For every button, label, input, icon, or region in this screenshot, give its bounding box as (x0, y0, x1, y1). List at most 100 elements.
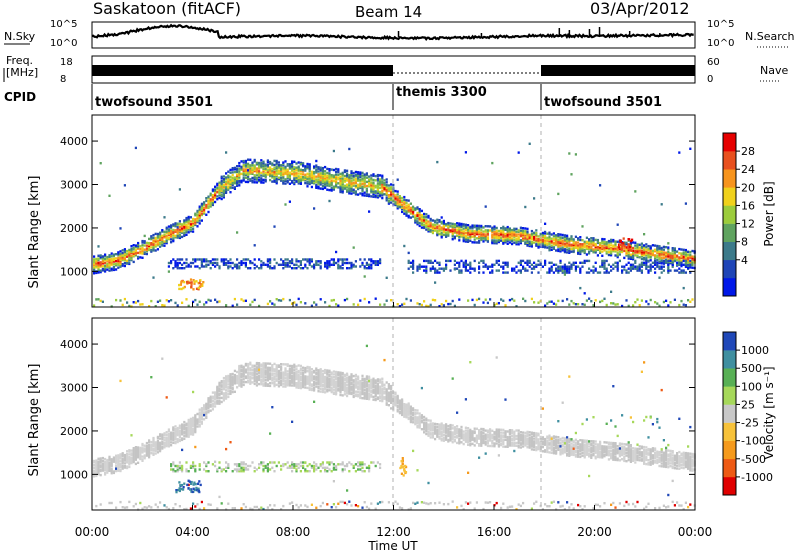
power-cell-1074 (286, 176, 289, 180)
power-cell-914 (262, 178, 265, 182)
power-cell-1497 (346, 169, 349, 172)
power-cell-1376 (328, 265, 331, 268)
power-cell-2760 (563, 248, 566, 251)
velocity-cell-1004 (269, 377, 272, 381)
power-cell-1822 (398, 206, 401, 209)
power-cell-1040 (282, 180, 285, 184)
velocity-cell-418 (178, 438, 181, 441)
power-cell-1141 (295, 169, 298, 172)
velocity-cell-161 (126, 454, 129, 457)
power-cell-2749 (561, 240, 564, 244)
power-cell-2930 (592, 249, 595, 253)
power-cell-1045 (282, 172, 285, 175)
power-cell-204 (134, 301, 137, 304)
velocity-cell-810 (240, 366, 243, 369)
power-cell-2729 (559, 250, 562, 253)
power-cell-3238 (647, 254, 650, 257)
power-cell-934 (264, 167, 267, 170)
velocity-cell-252 (145, 447, 148, 450)
power-cell-439 (185, 225, 188, 228)
power-cell-1484 (343, 258, 346, 261)
power-cell-911 (260, 263, 263, 266)
power-cell-154 (123, 250, 126, 254)
power-cell-341 (167, 261, 170, 265)
power-cell-874 (255, 177, 258, 180)
power-cell-2455 (511, 231, 514, 235)
velocity-cell-175 (128, 500, 131, 504)
power-cell-2159 (460, 233, 463, 237)
velocity-cell-1304 (310, 373, 313, 376)
power-cell-1313 (319, 265, 322, 268)
power-cell-3346 (665, 246, 668, 249)
power-cell-2175 (462, 232, 465, 236)
power-cell-1448 (339, 178, 342, 181)
power-cell-3211 (643, 252, 646, 255)
velocity-cell-1263 (304, 504, 307, 507)
power-cell-45 (99, 299, 102, 303)
power-cell-877 (255, 170, 258, 173)
power-cell-2202 (467, 240, 470, 243)
power-cell-1798 (392, 183, 395, 187)
power-cell-2821 (572, 249, 575, 252)
velocity-cell-287 (152, 439, 155, 443)
power-cell-1132 (293, 263, 296, 266)
power-cell-1311 (319, 166, 322, 169)
power-cell-2165 (460, 224, 463, 227)
power-cell-1723 (379, 174, 382, 177)
power-cell-3523 (193, 282, 196, 285)
velocity-cell-954 (262, 373, 265, 376)
power-cell-3159 (634, 247, 637, 250)
velocity-cell-1132 (288, 380, 291, 383)
power-cell-3516 (183, 285, 186, 289)
power-cell-398 (178, 235, 181, 238)
power-cell-1265 (313, 263, 316, 266)
velocity-cell-242 (143, 450, 146, 453)
power-cell-2138 (456, 267, 459, 270)
velocity-cell-782 (238, 381, 241, 384)
power-cell-2135 (456, 226, 459, 229)
power-cell-1034 (280, 165, 283, 168)
power-cell-3190 (638, 265, 641, 268)
power-cell-1855 (405, 211, 408, 214)
power-cell-545 (205, 213, 208, 216)
velocity-cell-706 (225, 376, 228, 379)
velocity-cell-275 (150, 443, 153, 447)
power-cell-1105 (291, 172, 294, 176)
power-cell-1561 (354, 173, 357, 176)
power-cell-1666 (370, 260, 373, 263)
power-cell-3076 (618, 250, 621, 253)
velocity-cell-231 (141, 455, 144, 458)
velocity-cell-359 (167, 433, 170, 437)
velocity-cell-1291 (308, 369, 311, 372)
power-cell-355 (170, 260, 173, 263)
power-cell-195 (132, 244, 135, 247)
power-cell-2704 (555, 238, 558, 241)
power-cell-2727 (557, 299, 560, 303)
power-cell-1140 (295, 172, 298, 175)
velocity-cell-244 (143, 447, 146, 450)
power-cell-2236 (471, 225, 474, 229)
power-cell-3559 (625, 246, 628, 249)
power-cell-1449 (339, 176, 342, 180)
power-cell-43 (99, 255, 102, 258)
power-cell-3164 (634, 261, 637, 264)
power-cell-2569 (530, 238, 533, 241)
power-cell-1056 (282, 297, 285, 301)
power-cell-216 (139, 252, 142, 255)
power-cell-192 (132, 251, 135, 254)
power-cell-2660 (548, 246, 551, 250)
power-cell-277 (154, 238, 157, 241)
power-cell-2012 (434, 228, 437, 231)
power-cell-2976 (601, 247, 604, 250)
velocity-cell-712 (225, 447, 228, 451)
power-cell-2991 (603, 243, 606, 247)
power-cell-1353 (326, 178, 329, 182)
power-cell-2781 (566, 240, 569, 243)
power-cell-1246 (310, 173, 313, 176)
power-cell-591 (211, 258, 214, 261)
power-cell-1881 (409, 206, 412, 210)
velocity-cell-461 (185, 429, 188, 432)
power-cell-3365 (667, 259, 670, 263)
velocity-cell-588 (205, 405, 208, 408)
velocity-cell-668 (220, 392, 223, 395)
